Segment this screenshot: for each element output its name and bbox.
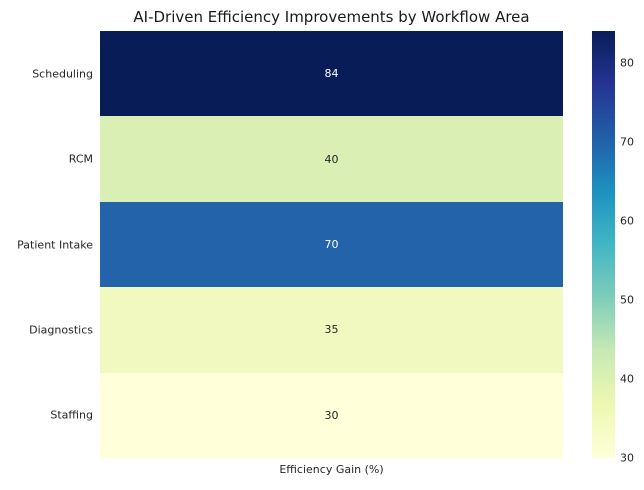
- cell-value-rcm: 40: [324, 152, 339, 166]
- heatmap-cell-scheduling: 84: [100, 31, 563, 117]
- colorbar: [592, 31, 615, 458]
- chart-title: AI-Driven Efficiency Improvements by Wor…: [133, 8, 530, 26]
- cell-value-scheduling: 84: [324, 67, 339, 81]
- xaxis-label: Efficiency Gain (%): [279, 463, 384, 476]
- colorbar-tick-50: 50: [620, 293, 634, 307]
- heatmap-cell-diagnostics: 35: [100, 287, 563, 373]
- ytick-label-patient-intake: Patient Intake: [17, 238, 93, 251]
- cell-value-staffing: 30: [324, 408, 339, 422]
- ytick-label-rcm: RCM: [68, 152, 93, 166]
- cell-value-patient-intake: 70: [324, 238, 339, 252]
- colorbar-tick-70: 70: [620, 135, 634, 149]
- colorbar-tick-40: 40: [620, 372, 634, 386]
- colorbar-tick-80: 80: [620, 56, 634, 70]
- cell-value-diagnostics: 35: [324, 323, 339, 337]
- ytick-label-staffing: Staffing: [50, 408, 93, 422]
- colorbar-tick-60: 60: [620, 214, 634, 228]
- colorbar-tick-30: 30: [620, 451, 634, 465]
- heatmap-cell-patient-intake: 70: [100, 201, 563, 288]
- heatmap-cell-rcm: 40: [100, 116, 563, 202]
- heatmap-grid: 84 40 70 35 30: [100, 31, 563, 459]
- ytick-label-scheduling: Scheduling: [32, 67, 93, 81]
- heatmap-cell-staffing: 30: [100, 372, 563, 459]
- ytick-label-diagnostics: Diagnostics: [29, 323, 93, 337]
